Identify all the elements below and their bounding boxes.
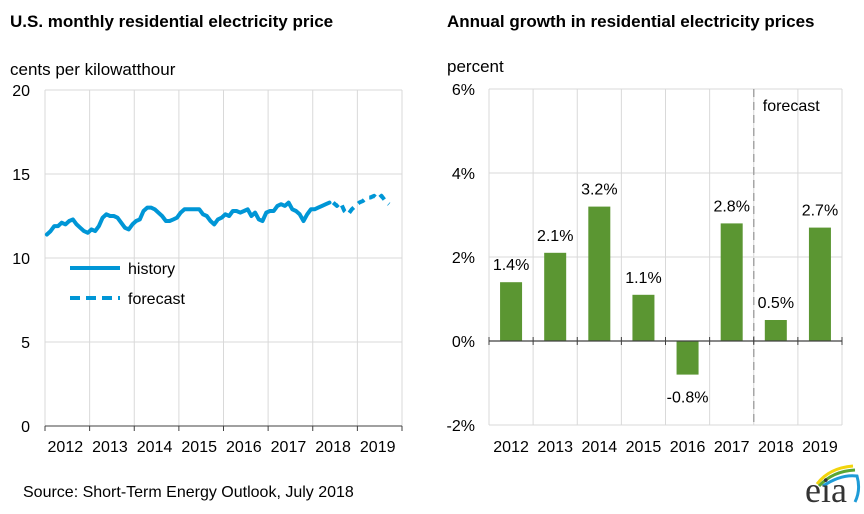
data-label-2019: 2.7% <box>802 203 838 220</box>
y-tick-label: 4% <box>452 166 475 183</box>
y-tick-label: 2% <box>452 250 475 267</box>
x-tick-label: 2014 <box>582 439 618 456</box>
line-chart: 0 5 10 15 20 2012 2013 2014 2015 2016 2017 2018 2019… <box>12 83 403 456</box>
legend-label-forecast: forecast <box>128 291 185 308</box>
bar-2015 <box>632 294 655 341</box>
x-tick-label: 2017 <box>271 439 307 456</box>
y-tick-label: 5 <box>21 335 30 352</box>
x-tick-label: 2015 <box>181 439 217 456</box>
x-tick-label: 2014 <box>137 439 173 456</box>
series-line-forecast <box>331 193 391 217</box>
legend-label-history: history <box>128 261 175 278</box>
x-tick-label: 2017 <box>714 439 750 456</box>
bar-2016 <box>676 341 699 375</box>
x-tick-label: 2012 <box>493 439 529 456</box>
series-line-history <box>44 200 332 237</box>
left-chart-title: U.S. monthly residential electricity pri… <box>10 12 334 31</box>
y-tick-label: 0% <box>452 334 475 351</box>
data-label-2016: -0.8% <box>667 390 709 407</box>
x-tick-label: 2012 <box>48 439 84 456</box>
data-label-2017: 2.8% <box>713 198 749 215</box>
x-tick-label: 2015 <box>626 439 662 456</box>
y-tick-label: 20 <box>12 83 30 100</box>
left-chart-subtitle: cents per kilowatthour <box>10 60 176 79</box>
x-tick-label: 2013 <box>537 439 573 456</box>
x-tick-label: 2013 <box>92 439 128 456</box>
source-note: Source: Short-Term Energy Outlook, July … <box>23 484 354 501</box>
eia-logo-swoosh-icon <box>815 464 861 503</box>
bar-2013 <box>544 252 567 341</box>
x-tick-label: 2019 <box>360 439 396 456</box>
bar-chart: -2% 0% 2% 4% 6% forecast 1.4% 2.1% 3.2% 1.1% -0.8%… <box>447 82 843 456</box>
x-tick-label: 2016 <box>670 439 706 456</box>
bar-2019 <box>808 227 831 341</box>
x-tick-label: 2018 <box>315 439 351 456</box>
bar-2018 <box>764 320 787 341</box>
x-tick-label: 2019 <box>802 439 838 456</box>
data-label-2018: 0.5% <box>758 295 794 312</box>
forecast-annotation: forecast <box>763 98 820 115</box>
x-tick-label: 2018 <box>758 439 794 456</box>
right-chart-title: Annual growth in residential electricity… <box>447 12 815 31</box>
data-label-2013: 2.1% <box>537 228 573 245</box>
eia-logo: eia <box>795 462 861 512</box>
eia-logo-text: eia <box>805 470 847 510</box>
data-label-2015: 1.1% <box>625 270 661 287</box>
data-label-2014: 3.2% <box>581 182 617 199</box>
y-tick-label: 15 <box>12 167 30 184</box>
data-label-2012: 1.4% <box>493 257 529 274</box>
bar-2017 <box>720 223 743 341</box>
y-tick-label: 10 <box>12 251 30 268</box>
y-tick-label: -2% <box>447 418 475 435</box>
y-tick-label: 6% <box>452 82 475 99</box>
bar-2014 <box>588 206 611 341</box>
bar-2012 <box>500 282 523 341</box>
x-tick-label: 2016 <box>226 439 262 456</box>
right-chart-subtitle: percent <box>447 57 504 76</box>
y-tick-label: 0 <box>21 419 30 436</box>
